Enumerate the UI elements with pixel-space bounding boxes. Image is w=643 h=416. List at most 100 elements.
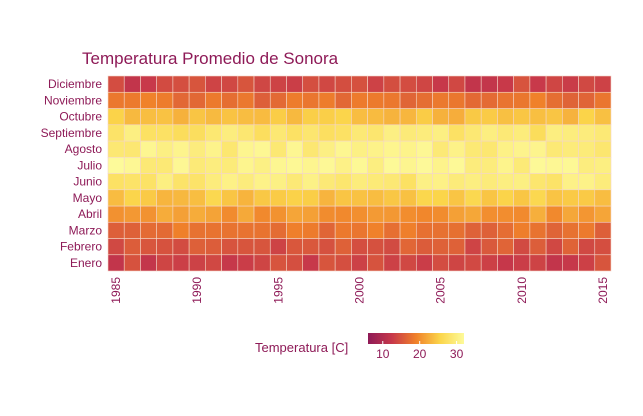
heatmap-cell — [578, 221, 596, 239]
heatmap-cell — [351, 91, 368, 109]
y-tick-label: Noviembre — [44, 93, 102, 107]
heatmap-cell — [318, 108, 336, 126]
heatmap-cell — [302, 156, 320, 174]
heatmap-cell — [221, 205, 239, 223]
heatmap-cell — [594, 205, 612, 223]
x-tick-label: 2005 — [434, 277, 448, 304]
heatmap-cell — [156, 205, 174, 223]
heatmap-cell — [545, 238, 563, 256]
heatmap-cell — [205, 189, 222, 207]
heatmap-cell — [188, 189, 206, 207]
heatmap-cell — [529, 205, 547, 223]
heatmap-cell — [188, 124, 206, 142]
heatmap-cell — [432, 156, 450, 174]
heatmap-cells — [107, 75, 612, 272]
heatmap-cell — [237, 91, 255, 109]
heatmap-cell — [334, 75, 352, 93]
heatmap-cell — [562, 75, 579, 93]
heatmap-cell — [286, 108, 304, 126]
heatmap-cell — [513, 124, 531, 142]
heatmap-cell — [399, 205, 417, 223]
heatmap-cell — [578, 173, 596, 191]
heatmap-cell — [480, 254, 498, 272]
heatmap-cell — [594, 254, 612, 272]
heatmap-cell — [156, 221, 174, 239]
heatmap-cell — [480, 189, 498, 207]
heatmap-cell — [448, 189, 466, 207]
heatmap-cell — [318, 205, 336, 223]
y-tick-label: Septiembre — [41, 126, 103, 140]
heatmap-cell — [513, 205, 531, 223]
heatmap-cell — [399, 238, 417, 256]
heatmap-cell — [237, 140, 255, 158]
colorbar-gradient — [368, 333, 464, 344]
heatmap-cell — [464, 108, 482, 126]
heatmap-cell — [415, 140, 433, 158]
heatmap-cell — [432, 221, 450, 239]
chart-title: Temperatura Promedio de Sonora — [82, 49, 339, 68]
heatmap-cell — [205, 254, 222, 272]
x-axis-labels: 1985 1990 1995 2000 2005 2010 2015 — [109, 277, 610, 304]
heatmap-cell — [107, 156, 125, 174]
heatmap-cell — [383, 205, 401, 223]
heatmap-cell — [123, 221, 141, 239]
heatmap-cell — [188, 173, 206, 191]
heatmap-cell — [286, 254, 304, 272]
y-tick-label: Octubre — [59, 110, 102, 124]
heatmap-cell — [562, 91, 579, 109]
heatmap-cell — [383, 91, 401, 109]
colorbar-tick-label: 10 — [376, 347, 390, 361]
heatmap-cell — [529, 140, 547, 158]
y-tick-label: Mayo — [73, 191, 103, 205]
heatmap-cell — [367, 205, 385, 223]
heatmap-cell — [253, 75, 271, 93]
heatmap-cell — [140, 140, 157, 158]
heatmap-cell — [367, 156, 385, 174]
heatmap-cell — [156, 140, 174, 158]
heatmap-cell — [318, 156, 336, 174]
heatmap-cell — [383, 156, 401, 174]
heatmap-cell — [172, 75, 190, 93]
y-tick-label: Marzo — [69, 223, 103, 237]
heatmap-cell — [140, 221, 157, 239]
heatmap-cell — [448, 173, 466, 191]
heatmap-cell — [351, 140, 368, 158]
heatmap-cell — [172, 189, 190, 207]
heatmap-cell — [432, 205, 450, 223]
heatmap-cell — [172, 124, 190, 142]
heatmap-cell — [221, 108, 239, 126]
heatmap-cell — [578, 189, 596, 207]
heatmap-cell — [480, 124, 498, 142]
heatmap-cell — [464, 140, 482, 158]
y-tick-label: Junio — [73, 175, 102, 189]
heatmap-cell — [594, 108, 612, 126]
heatmap-cell — [156, 173, 174, 191]
heatmap-cell — [123, 108, 141, 126]
heatmap-cell — [107, 254, 125, 272]
heatmap-cell — [123, 205, 141, 223]
heatmap-cell — [578, 205, 596, 223]
heatmap-cell — [529, 75, 547, 93]
heatmap-cell — [351, 124, 368, 142]
heatmap-cell — [302, 124, 320, 142]
heatmap-cell — [594, 156, 612, 174]
heatmap-cell — [286, 91, 304, 109]
heatmap-cell — [513, 189, 531, 207]
heatmap-cell — [594, 75, 612, 93]
heatmap-cell — [529, 254, 547, 272]
heatmap-cell — [497, 173, 514, 191]
heatmap-cell — [578, 238, 596, 256]
heatmap-cell — [123, 173, 141, 191]
heatmap-cell — [318, 173, 336, 191]
heatmap-cell — [205, 238, 222, 256]
heatmap-cell — [107, 91, 125, 109]
heatmap-cell — [545, 205, 563, 223]
heatmap-cell — [497, 238, 514, 256]
heatmap-cell — [351, 156, 368, 174]
heatmap-cell — [578, 156, 596, 174]
x-tick-label: 2015 — [596, 277, 610, 304]
heatmap-cell — [448, 205, 466, 223]
heatmap-cell — [334, 156, 352, 174]
